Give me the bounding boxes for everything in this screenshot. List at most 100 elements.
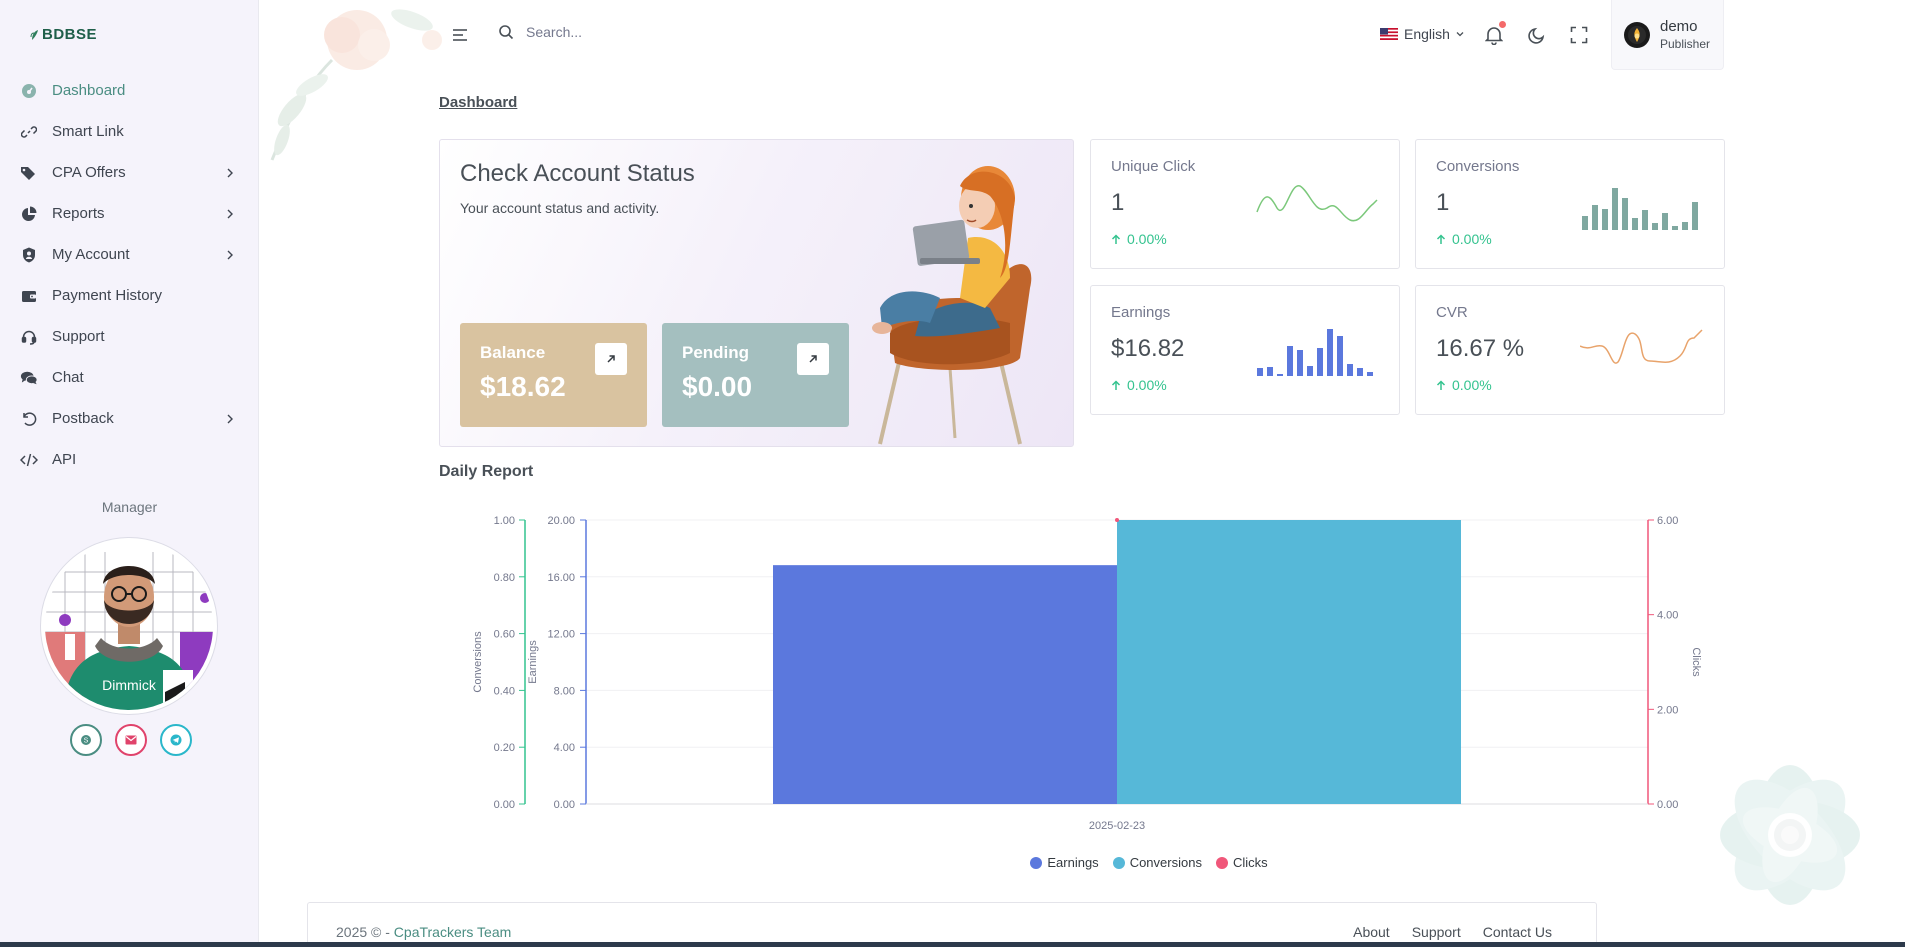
conversions-tick-label: 1.00	[494, 515, 515, 527]
fullscreen-icon	[1570, 26, 1588, 44]
sidebar-item-reports[interactable]: Reports	[0, 193, 259, 234]
legend-label: Conversions	[1129, 855, 1202, 870]
arrow-up-icon	[1111, 233, 1121, 244]
stat-change-value: 0.00%	[1127, 231, 1167, 247]
arrow-up-icon	[1436, 379, 1446, 390]
window-bottom-bar	[0, 942, 1905, 947]
earnings-tick-label: 12.00	[547, 629, 575, 641]
legend-item-conversions[interactable]: Conversions	[1112, 855, 1202, 870]
language-selector[interactable]: English	[1380, 26, 1464, 42]
tags-icon	[20, 164, 38, 182]
stat-change-value: 0.00%	[1452, 231, 1492, 247]
arrow-up-right-icon	[809, 355, 817, 363]
pending-value: $0.00	[682, 371, 753, 402]
sidebar-nav: Dashboard Smart Link CPA Offers Reports …	[0, 70, 259, 480]
legend-item-clicks[interactable]: Clicks	[1215, 855, 1268, 870]
sidebar-item-label: Smart Link	[52, 123, 124, 140]
daily-report-chart: 0.00 0.20 0.40 0.60 0.80 1.00 0.00 4.00 8.00 12.0…	[472, 515, 1702, 832]
footer-link-contact[interactable]: Contact Us	[1482, 924, 1552, 940]
sidebar-item-cpa-offers[interactable]: CPA Offers	[0, 152, 259, 193]
stat-change: 0.00%	[1111, 377, 1379, 393]
conversions-tick-label: 0.00	[494, 799, 515, 811]
search-bar	[498, 24, 786, 40]
sparkline-conversions	[1582, 188, 1698, 230]
stat-card-cvr: CVR 16.67 % 0.00%	[1415, 285, 1725, 415]
email-button[interactable]	[115, 724, 147, 756]
brand-logo[interactable]: BDBSE	[30, 26, 97, 43]
clicks-tick-label: 4.00	[1657, 610, 1678, 622]
sidebar-item-chat[interactable]: Chat	[0, 357, 259, 398]
earnings-tick-label: 4.00	[554, 742, 575, 754]
skype-button[interactable]: S	[70, 724, 102, 756]
stat-change: 0.00%	[1111, 231, 1379, 247]
moon-icon	[1528, 27, 1545, 44]
manager-name: Dimmick	[102, 677, 156, 693]
user-name: demo	[1660, 18, 1698, 35]
stat-value: 1	[1111, 189, 1125, 216]
link-icon	[20, 123, 38, 141]
copyright-text: 2025 © -	[336, 924, 394, 940]
sidebar-item-support[interactable]: Support	[0, 316, 259, 357]
balance-link-button[interactable]	[595, 343, 627, 375]
footer-link-about[interactable]: About	[1353, 924, 1390, 940]
legend-marker	[1215, 856, 1228, 869]
team-link[interactable]: CpaTrackers Team	[393, 924, 512, 940]
chart-legend: Earnings Conversions Clicks	[439, 855, 1729, 870]
stat-label: CVR	[1436, 304, 1468, 321]
wallet-icon	[20, 287, 38, 305]
stat-label: Unique Click	[1111, 158, 1196, 175]
earnings-axis-title: Earnings	[527, 640, 539, 684]
dark-mode-toggle[interactable]	[1526, 24, 1548, 46]
undo-icon	[20, 410, 38, 428]
arrow-up-icon	[1111, 379, 1121, 390]
user-shield-icon	[20, 246, 38, 264]
telegram-button[interactable]	[160, 724, 192, 756]
sidebar-item-smart-link[interactable]: Smart Link	[0, 111, 259, 152]
pending-label: Pending	[682, 343, 750, 362]
bar-earnings	[773, 565, 1117, 804]
arrow-up-right-icon	[607, 355, 615, 363]
account-status-card: Check Account Status Your account status…	[439, 139, 1074, 447]
user-menu[interactable]: demo Publisher	[1611, 0, 1724, 70]
telegram-icon	[170, 734, 182, 746]
manager-title: Manager	[101, 499, 158, 515]
stat-label: Earnings	[1111, 304, 1171, 321]
floral-decoration	[1720, 765, 1860, 905]
footer: 2025 © - CpaTrackers Team About Support …	[307, 902, 1597, 947]
sidebar-item-label: Payment History	[52, 287, 163, 304]
earnings-tick-label: 8.00	[554, 685, 575, 697]
notifications-button[interactable]	[1483, 21, 1506, 46]
sidebar-item-postback[interactable]: Postback	[0, 398, 259, 439]
footer-copyright: 2025 © - CpaTrackers Team	[336, 924, 511, 940]
stat-label: Conversions	[1436, 158, 1520, 175]
girl-with-laptop-illustration	[872, 166, 1032, 445]
sidebar-item-label: Dashboard	[52, 82, 126, 99]
breadcrumb[interactable]: Dashboard	[439, 94, 518, 111]
stat-change: 0.00%	[1436, 377, 1704, 393]
legend-item-earnings[interactable]: Earnings	[1030, 855, 1099, 870]
notification-badge	[1499, 21, 1506, 28]
sidebar-item-label: Support	[52, 328, 105, 345]
sidebar-item-payment-history[interactable]: Payment History	[0, 275, 259, 316]
earnings-tick-label: 20.00	[547, 515, 575, 527]
stat-value: $16.82	[1111, 335, 1185, 362]
language-label: English	[1404, 26, 1450, 42]
fullscreen-button[interactable]	[1568, 24, 1590, 46]
sidebar-item-my-account[interactable]: My Account	[0, 234, 259, 275]
search-input[interactable]	[526, 24, 786, 40]
stat-change: 0.00%	[1436, 231, 1704, 247]
sidebar-item-api[interactable]: API	[0, 439, 259, 480]
user-role: Publisher	[1660, 37, 1711, 51]
sidebar-item-dashboard[interactable]: Dashboard	[0, 70, 259, 111]
hamburger-menu-icon[interactable]	[451, 26, 469, 44]
pending-link-button[interactable]	[797, 343, 829, 375]
sidebar-item-label: Chat	[52, 369, 84, 386]
stat-change-value: 0.00%	[1127, 377, 1167, 393]
chevron-right-icon	[227, 414, 233, 423]
stat-card-earnings: Earnings $16.82 0.00%	[1090, 285, 1400, 415]
dashboard-icon	[20, 82, 38, 100]
stat-card-unique-click: Unique Click 1 0.00%	[1090, 139, 1400, 269]
email-icon	[125, 735, 137, 745]
conversions-tick-label: 0.40	[494, 685, 515, 697]
footer-link-support[interactable]: Support	[1411, 924, 1461, 940]
